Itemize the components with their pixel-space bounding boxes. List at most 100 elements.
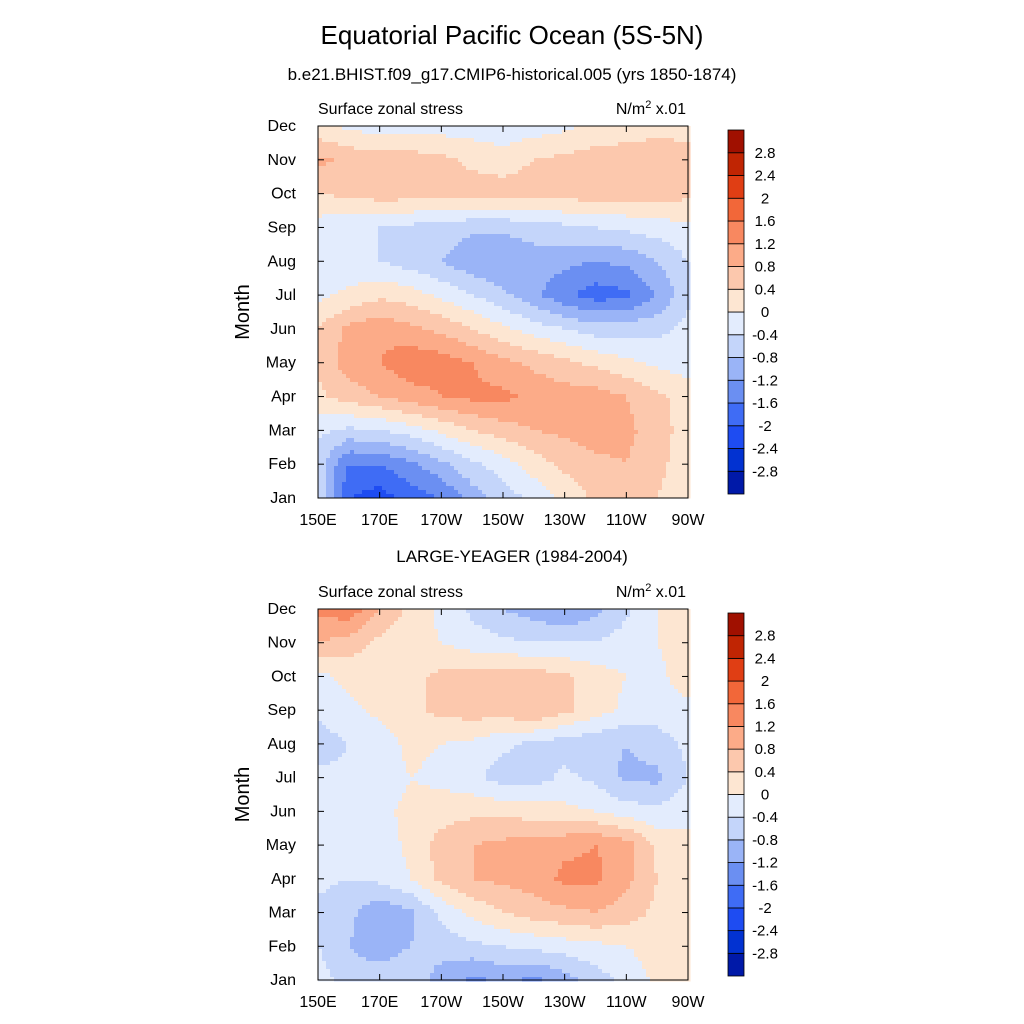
main-title: Equatorial Pacific Ocean (5S-5N) [320, 20, 704, 50]
colorbar-label: -1.6 [752, 877, 778, 894]
colorbar-label: -2 [758, 900, 771, 917]
colorbar-box [727, 794, 745, 818]
colorbar-label: -2.8 [752, 463, 778, 480]
y-tick-label-nov: Nov [268, 635, 296, 652]
colorbar-label: 2.4 [755, 650, 776, 667]
colorbar-label: 1.6 [755, 696, 776, 713]
y-tick-label-jan: Jan [270, 490, 296, 507]
colorbar-box [727, 311, 745, 336]
x-tick-label: 110W [606, 512, 648, 529]
panel-2-title: LARGE-YEAGER (1984-2004) [396, 547, 628, 566]
y-tick-label-jan: Jan [270, 972, 296, 989]
colorbar-label: 0 [761, 787, 769, 804]
colorbar-label: 2 [761, 673, 769, 690]
colorbar-box [727, 357, 745, 381]
variable-label: Surface zonal stress [318, 584, 463, 601]
colorbar-box [727, 129, 745, 154]
contour-field [318, 126, 691, 499]
contour-field [318, 609, 691, 982]
colorbar-box [727, 243, 745, 267]
y-tick-label-dec: Dec [268, 118, 296, 135]
y-tick-label-feb: Feb [268, 938, 296, 955]
colorbar-box [727, 612, 745, 637]
colorbar-box [727, 152, 745, 176]
colorbar-box [727, 862, 745, 886]
colorbar-label: -0.8 [752, 832, 778, 849]
colorbar-box [727, 816, 745, 841]
colorbar-box [727, 470, 745, 495]
units-label: N/m2 x.01 [616, 99, 686, 118]
y-axis-label: Month [232, 284, 254, 340]
x-tick-label: 110W [606, 994, 648, 1011]
colorbar-box [727, 930, 745, 954]
colorbar-box [727, 448, 745, 472]
colorbar-label: -1.2 [752, 372, 778, 389]
colorbar-label: 1.2 [755, 236, 776, 253]
colorbar-label: -1.6 [752, 395, 778, 412]
y-tick-label-apr: Apr [271, 389, 297, 406]
colorbar-box [727, 839, 745, 863]
colorbar-box [727, 402, 745, 427]
y-tick-label-jun: Jun [270, 321, 296, 338]
colorbar-label: 0.8 [755, 259, 776, 276]
y-tick-label-oct: Oct [271, 668, 296, 685]
y-tick-label-dec: Dec [268, 601, 296, 618]
colorbar-box [727, 703, 745, 727]
colorbar-label: 1.2 [755, 718, 776, 735]
variable-label: Surface zonal stress [318, 101, 463, 118]
colorbar-label: -0.4 [752, 327, 778, 344]
colorbar-label: 0.4 [755, 281, 776, 298]
colorbar-label: 0 [761, 304, 769, 321]
y-tick-label-sep: Sep [268, 702, 297, 719]
x-tick-label: 130W [544, 994, 587, 1011]
colorbar-label: 1.6 [755, 213, 776, 230]
colorbar-label: -0.8 [752, 350, 778, 367]
colorbar-box [727, 266, 745, 290]
y-tick-label-aug: Aug [268, 736, 296, 753]
x-tick-label: 130W [544, 512, 587, 529]
y-tick-label-may: May [266, 355, 296, 372]
y-tick-label-oct: Oct [271, 186, 296, 203]
x-tick-label: 150W [482, 994, 525, 1011]
colorbar-label: -2 [758, 418, 771, 435]
y-tick-label-aug: Aug [268, 253, 296, 270]
x-tick-label: 150W [482, 512, 525, 529]
x-tick-label: 170E [361, 512, 398, 529]
colorbar-box [727, 635, 745, 659]
colorbar-label: -2.4 [752, 441, 778, 458]
panel-1: Jan Feb Mar Apr May Jun Jul Aug Sep Oct Nov Dec 150E… [232, 99, 778, 529]
colorbar-label: -0.4 [752, 809, 778, 826]
colorbar-box [727, 726, 745, 750]
colorbar-box [727, 288, 745, 313]
y-tick-label-mar: Mar [268, 905, 296, 922]
y-tick-label-sep: Sep [268, 219, 297, 236]
colorbar-label: -1.2 [752, 855, 778, 872]
x-tick-label: 150E [299, 994, 336, 1011]
colorbar-box [727, 748, 745, 773]
colorbar-box [727, 175, 745, 199]
x-tick-label: 90W [672, 512, 706, 529]
y-tick-label-mar: Mar [268, 422, 296, 439]
colorbar-label: 0.4 [755, 764, 776, 781]
y-tick-label-jun: Jun [270, 803, 296, 820]
y-tick-label-jul: Jul [276, 287, 296, 304]
colorbar-box [727, 220, 745, 245]
y-tick-label-jul: Jul [276, 770, 296, 787]
colorbar-label: -2.8 [752, 945, 778, 962]
y-tick-label-feb: Feb [268, 456, 296, 473]
x-tick-label: 150E [299, 512, 336, 529]
colorbar-box [727, 680, 745, 705]
colorbar-label: -2.4 [752, 923, 778, 940]
x-tick-label: 170W [420, 512, 463, 529]
colorbar-label: 0.8 [755, 741, 776, 758]
colorbar-box [727, 334, 745, 358]
colorbar-label: 2 [761, 190, 769, 207]
colorbar-box [727, 952, 745, 977]
colorbar-box [727, 907, 745, 932]
units-label: N/m2 x.01 [616, 582, 686, 601]
y-tick-label-apr: Apr [271, 871, 297, 888]
colorbar-box [727, 657, 745, 682]
y-tick-label-nov: Nov [268, 152, 296, 169]
x-tick-label: 170W [420, 994, 463, 1011]
